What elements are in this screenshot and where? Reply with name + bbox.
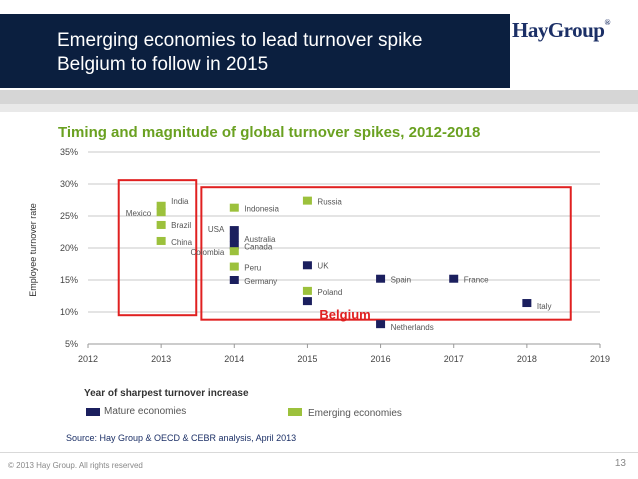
copyright: © 2013 Hay Group. All rights reserved: [8, 461, 143, 470]
point-spain: [376, 274, 386, 283]
point-label-china: China: [171, 238, 192, 247]
point-australia: [229, 233, 239, 242]
slide-title-line1: Emerging economies to lead turnover spik…: [57, 30, 423, 51]
slide-header: Emerging economies to lead turnover spik…: [0, 0, 638, 90]
title-bar: Emerging economies to lead turnover spik…: [0, 14, 510, 88]
point-poland: [302, 286, 312, 295]
x-axis-label: Year of sharpest turnover increase: [84, 388, 249, 399]
point-label-india: India: [171, 197, 189, 206]
legend-swatch-emerging: [288, 408, 302, 416]
x-tick-label: 2015: [297, 354, 317, 364]
point-label-brazil: Brazil: [171, 221, 191, 230]
point-label-france: France: [464, 276, 489, 285]
point-label-peru: Peru: [244, 264, 261, 273]
chart-grid: [87, 151, 601, 348]
chart-title: Timing and magnitude of global turnover …: [58, 124, 481, 141]
axis-labels: 5% 10% 15% 20% 25% 30% 35% 2012 2013 2014 2015 2016…: [60, 147, 610, 364]
legend-swatch-mature: [86, 408, 100, 416]
x-tick-label: 2014: [224, 354, 244, 364]
logo-text: HayGroup: [512, 18, 605, 42]
y-tick-label: 15%: [60, 275, 78, 285]
point-label-usa: USA: [208, 225, 225, 234]
point-label-australia: Australia: [244, 235, 276, 244]
point-label-poland: Poland: [317, 288, 342, 297]
point-label-mexico: Mexico: [126, 209, 152, 218]
header-band: [0, 90, 638, 104]
point-france: [449, 274, 459, 283]
point-mexico: [156, 208, 166, 217]
y-tick-label: 10%: [60, 307, 78, 317]
point-germany: [229, 276, 239, 284]
point-label-spain: Spain: [391, 276, 411, 285]
y-tick-label: 30%: [60, 179, 78, 189]
point-uk: [302, 261, 312, 270]
logo-mark: ®: [604, 18, 610, 27]
y-tick-label: 35%: [60, 147, 78, 157]
x-tick-label: 2016: [371, 354, 391, 364]
legend-label-emerging: Emerging economies: [308, 408, 402, 419]
x-tick-label: 2019: [590, 354, 610, 364]
source-note: Source: Hay Group & OECD & CEBR analysis…: [66, 433, 297, 443]
x-tick-label: 2017: [444, 354, 464, 364]
slide-title-line2: Belgium to follow in 2015: [57, 54, 269, 75]
point-netherlands: [376, 320, 386, 329]
point-label-russia: Russia: [317, 198, 342, 207]
point-canada: [229, 241, 239, 250]
page-number: 13: [614, 458, 626, 469]
legend-label-mature: Mature economies: [104, 406, 187, 417]
point-belgium: [302, 297, 312, 306]
point-label-indonesia: Indonesia: [244, 205, 279, 214]
point-india: [156, 201, 166, 210]
x-tick-label: 2012: [78, 354, 98, 364]
point-usa: [229, 226, 239, 235]
point-indonesia: [229, 203, 239, 212]
point-russia: [302, 196, 312, 205]
point-label-italy: Italy: [537, 302, 552, 311]
point-colombia: [229, 247, 239, 256]
footer-divider: [0, 452, 638, 453]
haygroup-logo: HayGroup®: [512, 18, 611, 43]
data-points: [156, 196, 532, 329]
highlight-box-emerging: [117, 179, 198, 317]
annotation-belgium: Belgium: [319, 307, 370, 322]
x-tick-label: 2013: [151, 354, 171, 364]
highlight-box-wave: [200, 186, 572, 321]
point-label-netherlands: Netherlands: [391, 323, 434, 332]
header-band-light: [0, 104, 638, 112]
point-brazil: [156, 220, 166, 229]
highlight-boxes: [117, 179, 572, 321]
point-italy: [522, 299, 532, 308]
y-tick-label: 25%: [60, 211, 78, 221]
point-label-uk: UK: [317, 261, 329, 270]
y-axis-label: Employee turnover rate: [28, 203, 38, 297]
y-tick-label: 5%: [65, 339, 78, 349]
point-china: [156, 236, 166, 245]
point-label-colombia: Colombia: [190, 248, 224, 257]
point-label-canada: Canada: [244, 242, 273, 251]
point-label-germany: Germany: [244, 277, 277, 286]
y-tick-label: 20%: [60, 243, 78, 253]
x-tick-label: 2018: [517, 354, 537, 364]
point-peru: [229, 262, 239, 271]
turnover-scatter-chart: 5% 10% 15% 20% 25% 30% 35% 2012 2013 2014 2015 2016…: [28, 147, 610, 364]
